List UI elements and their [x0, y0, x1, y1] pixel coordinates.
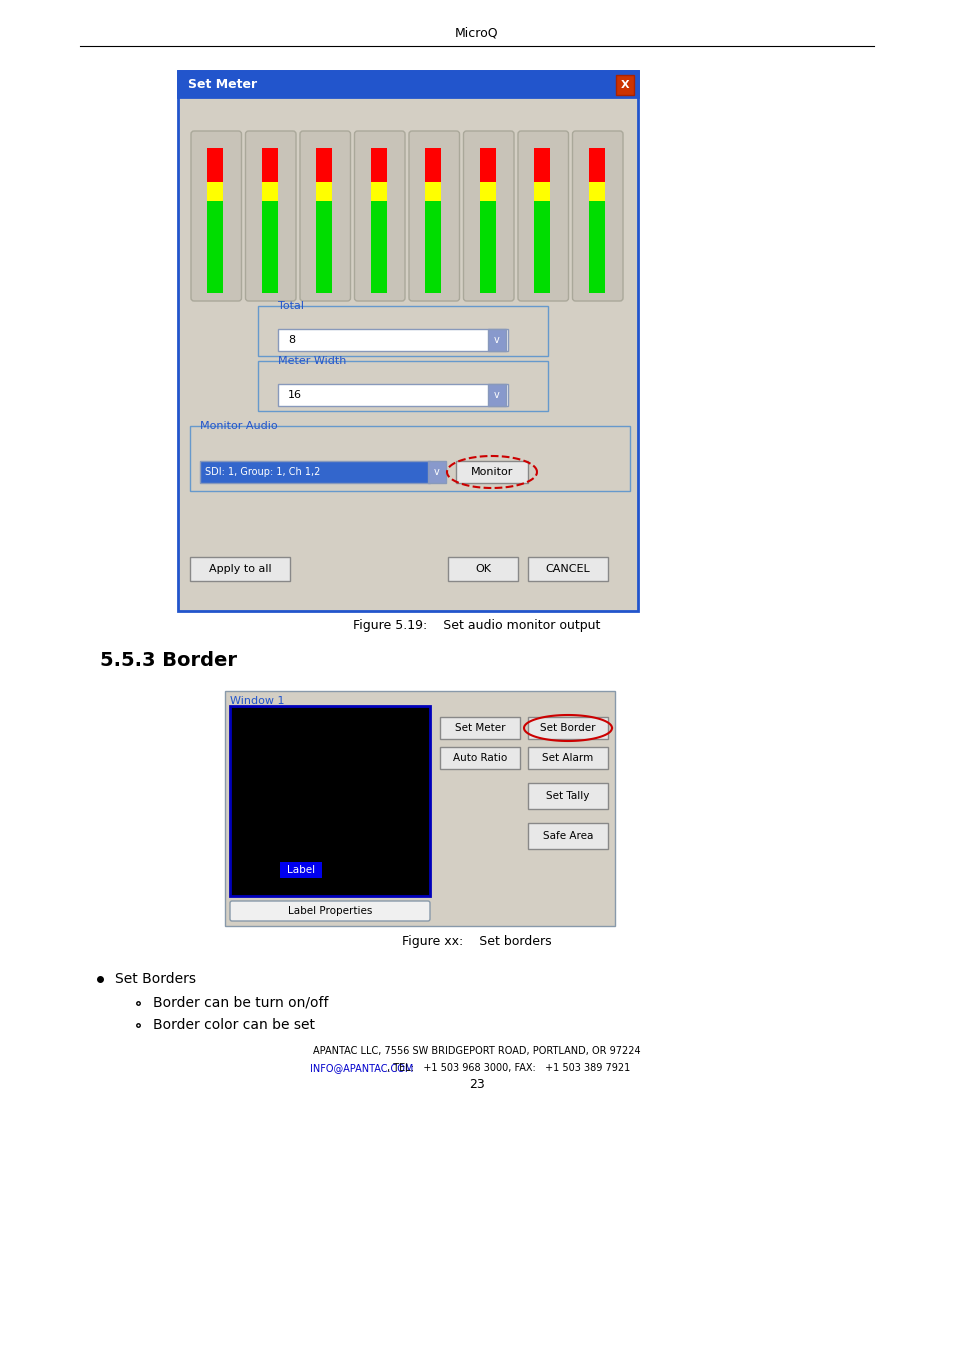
Bar	[479, 200, 496, 293]
Bar	[257, 305, 547, 357]
Bar	[190, 557, 290, 581]
Text: v: v	[434, 467, 439, 477]
Text: 5.5.3 Border: 5.5.3 Border	[100, 651, 236, 670]
Bar	[534, 200, 550, 293]
Bar	[448, 557, 517, 581]
FancyBboxPatch shape	[230, 901, 430, 921]
Bar	[277, 330, 507, 351]
Text: OK: OK	[475, 563, 491, 574]
Text: Total: Total	[277, 301, 304, 311]
Bar	[616, 76, 634, 95]
Bar	[425, 200, 441, 293]
Bar	[479, 149, 496, 182]
Text: Label Properties: Label Properties	[288, 907, 372, 916]
Text: Set Border: Set Border	[539, 723, 595, 734]
Bar	[315, 200, 332, 293]
Bar	[261, 149, 277, 182]
Text: Set Tally: Set Tally	[546, 790, 589, 801]
Text: , TEL:   +1 503 968 3000, FAX:   +1 503 389 7921: , TEL: +1 503 968 3000, FAX: +1 503 389 …	[387, 1063, 630, 1073]
Text: Label: Label	[287, 865, 314, 875]
Bar	[178, 72, 638, 611]
Text: v: v	[494, 335, 499, 345]
Bar	[428, 461, 446, 484]
Bar	[190, 426, 629, 490]
Text: Monitor: Monitor	[471, 467, 513, 477]
FancyBboxPatch shape	[517, 131, 568, 301]
Bar	[207, 200, 223, 293]
Bar	[371, 149, 386, 182]
Bar	[315, 182, 332, 200]
Bar	[527, 557, 607, 581]
Text: 23: 23	[469, 1078, 484, 1092]
Bar	[371, 182, 386, 200]
Text: Set Alarm: Set Alarm	[542, 753, 593, 763]
Bar	[230, 707, 430, 896]
Bar	[439, 747, 519, 769]
Text: Border color can be set: Border color can be set	[152, 1019, 314, 1032]
Bar	[488, 330, 505, 351]
Bar	[534, 149, 550, 182]
Text: Set Meter: Set Meter	[455, 723, 505, 734]
Text: X: X	[620, 80, 629, 91]
Text: Meter Width: Meter Width	[277, 357, 346, 366]
Text: Monitor Audio: Monitor Audio	[200, 422, 277, 431]
Text: v: v	[494, 390, 499, 400]
Bar	[588, 200, 604, 293]
Bar	[207, 182, 223, 200]
Bar	[257, 361, 547, 411]
Text: Figure 5.19:    Set audio monitor output: Figure 5.19: Set audio monitor output	[353, 620, 600, 632]
Text: SDI: 1, Group: 1, Ch 1,2: SDI: 1, Group: 1, Ch 1,2	[205, 467, 320, 477]
Text: MicroQ: MicroQ	[455, 27, 498, 39]
Bar	[225, 690, 615, 925]
Text: APANTAC LLC, 7556 SW BRIDGEPORT ROAD, PORTLAND, OR 97224: APANTAC LLC, 7556 SW BRIDGEPORT ROAD, PO…	[313, 1046, 640, 1056]
Bar	[527, 823, 607, 848]
Bar	[456, 461, 527, 484]
Text: Apply to all: Apply to all	[209, 563, 271, 574]
Text: Figure xx:    Set borders: Figure xx: Set borders	[402, 935, 551, 947]
Text: INFO@APANTAC.COM: INFO@APANTAC.COM	[310, 1063, 413, 1073]
Text: Safe Area: Safe Area	[542, 831, 593, 842]
Text: Window 1: Window 1	[230, 696, 284, 707]
Text: Set Borders: Set Borders	[115, 971, 195, 986]
Bar	[261, 200, 277, 293]
Bar	[200, 461, 430, 484]
Bar	[315, 149, 332, 182]
Bar	[588, 149, 604, 182]
Bar	[425, 182, 441, 200]
Bar	[527, 784, 607, 809]
Text: Set Meter: Set Meter	[188, 77, 257, 91]
FancyBboxPatch shape	[463, 131, 514, 301]
Bar	[277, 384, 507, 407]
FancyBboxPatch shape	[245, 131, 295, 301]
Bar	[488, 384, 505, 407]
FancyBboxPatch shape	[191, 131, 241, 301]
FancyBboxPatch shape	[355, 131, 405, 301]
Text: 16: 16	[288, 390, 302, 400]
FancyBboxPatch shape	[299, 131, 350, 301]
Bar	[439, 717, 519, 739]
Bar	[261, 182, 277, 200]
Bar	[371, 200, 386, 293]
Bar	[527, 717, 607, 739]
Text: CANCEL: CANCEL	[545, 563, 590, 574]
Bar	[425, 149, 441, 182]
Bar	[479, 182, 496, 200]
Text: Auto Ratio: Auto Ratio	[453, 753, 507, 763]
Bar	[280, 862, 322, 878]
Bar	[527, 747, 607, 769]
Bar	[534, 182, 550, 200]
FancyBboxPatch shape	[409, 131, 459, 301]
Text: Border can be turn on/off: Border can be turn on/off	[152, 996, 328, 1011]
Bar	[588, 182, 604, 200]
Bar	[207, 149, 223, 182]
Bar	[178, 72, 638, 97]
FancyBboxPatch shape	[572, 131, 622, 301]
Text: 8: 8	[288, 335, 294, 345]
